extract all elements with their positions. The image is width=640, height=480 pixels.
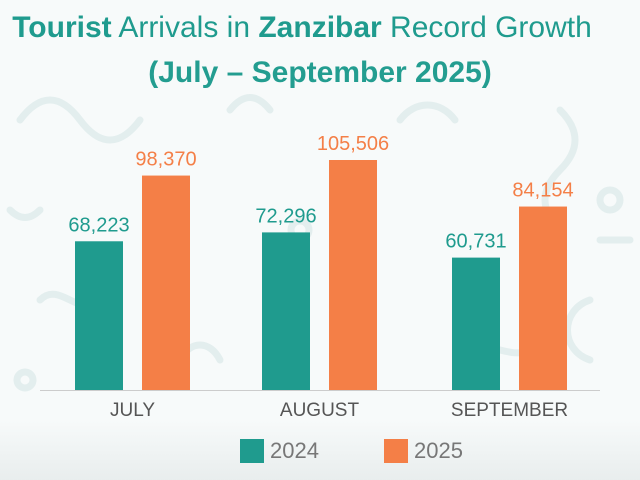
chart-subtitle: (July – September 2025) — [148, 56, 492, 89]
legend-swatch-2024 — [240, 439, 264, 463]
title-word-zanzibar: Zanzibar — [258, 11, 382, 44]
legend-item-2024: 2024 — [240, 434, 319, 468]
data-label-september-2025: 84,154 — [512, 180, 573, 202]
legend-swatch-2025 — [384, 439, 408, 463]
data-label-august-2024: 72,296 — [255, 205, 316, 227]
legend-label-2025: 2025 — [414, 438, 463, 463]
tick-label-july: JULY — [110, 400, 155, 421]
title-word-tourist: Tourist — [12, 11, 112, 44]
legend-label-2024: 2024 — [270, 438, 319, 463]
bar-september-2025 — [519, 206, 567, 390]
title-text-arrivals: Arrivals in — [111, 11, 259, 44]
title-text-record-growth: Record Growth — [381, 11, 592, 44]
chart-title: Tourist Arrivals in Zanzibar Record Grow… — [0, 10, 622, 46]
data-label-september-2024: 60,731 — [445, 231, 506, 253]
data-label-july-2025: 98,370 — [135, 149, 196, 171]
bar-september-2024 — [452, 257, 500, 390]
bar-july-2025 — [142, 175, 190, 390]
chart-legend: 2024 2025 — [0, 434, 640, 468]
bar-august-2025 — [329, 160, 377, 390]
bar-july-2024 — [75, 241, 123, 390]
legend-item-2025: 2025 — [384, 434, 463, 468]
data-label-august-2025: 105,506 — [317, 133, 389, 155]
chart-title-block: Tourist Arrivals in Zanzibar Record Grow… — [0, 10, 640, 92]
bar-august-2024 — [262, 232, 310, 390]
footer-fade — [0, 420, 640, 480]
tick-label-august: AUGUST — [280, 400, 360, 421]
data-label-july-2024: 68,223 — [68, 214, 129, 236]
tick-label-september: SEPTEMBER — [451, 400, 568, 421]
